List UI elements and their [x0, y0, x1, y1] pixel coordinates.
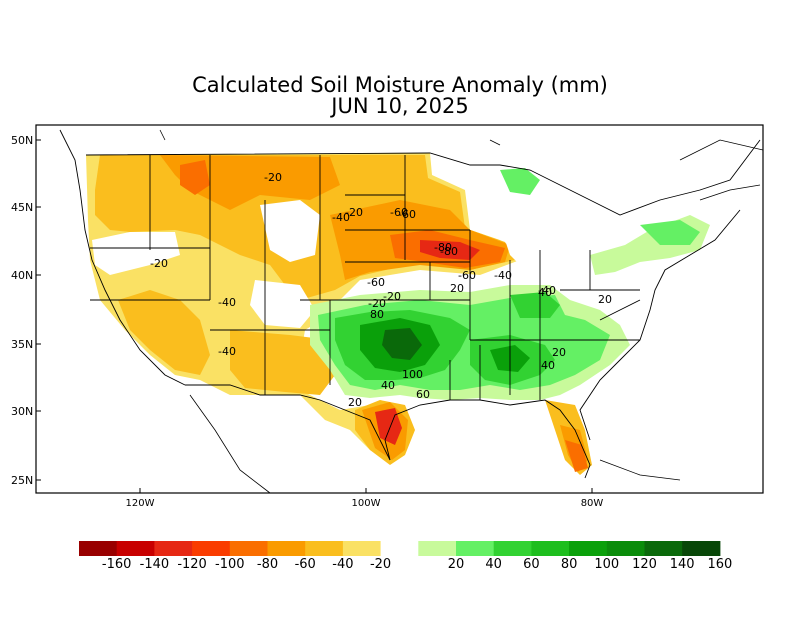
contour-label: 40 [538, 286, 552, 299]
map-frame [35, 124, 764, 494]
contour-label: -60 [367, 276, 385, 289]
legend-swatch [682, 541, 721, 556]
contour-label: -20 [368, 297, 386, 310]
border-canada [85, 139, 761, 216]
contour-label: -40 [218, 296, 236, 309]
contour-label: 80 [370, 308, 384, 321]
coastline-west [59, 129, 186, 386]
legend-tick-label: 160 [707, 557, 733, 572]
lat-label: 50N [11, 134, 34, 147]
legend-tick-label: -60 [294, 557, 316, 572]
legend-swatch [380, 541, 419, 556]
wet-core-ok-dark [382, 328, 422, 360]
legend-tick-label: -160 [101, 557, 132, 572]
legend-swatch [116, 541, 155, 556]
legend-swatch [456, 541, 495, 556]
contour-label: 20 [552, 346, 566, 359]
coast-gulf [384, 399, 591, 479]
lat-label: 35N [11, 338, 34, 351]
legend-tick-label: 140 [669, 557, 695, 572]
dry-core-tx [375, 408, 402, 445]
legend-tick-label: 80 [560, 557, 578, 572]
map-title: Calculated Soil Moisture Anomaly (mm) [192, 73, 608, 97]
contour-label: -40 [218, 345, 236, 358]
wet-field-ne-mid [640, 220, 700, 245]
dry-field-az [230, 330, 335, 395]
contour-label: 100 [402, 368, 423, 381]
lon-label: 80W [580, 498, 604, 509]
legend-swatch [569, 541, 608, 556]
dry-core-nw [180, 160, 210, 195]
contour-label: -40 [332, 211, 350, 224]
contour-label: -80 [434, 241, 452, 254]
contour-label: -80 [440, 245, 458, 258]
legend-tick-label: -140 [139, 557, 170, 572]
wet-field-green-oh [510, 292, 560, 318]
legend-tick-label: -20 [369, 557, 392, 572]
legend-swatch [493, 541, 532, 556]
contour-label: 20 [348, 396, 362, 409]
legend-tick-label: 40 [485, 557, 502, 572]
legend-swatch [305, 541, 344, 556]
contour-label: -60 [390, 206, 408, 219]
contour-label: -20 [345, 206, 363, 219]
border-mexico [185, 384, 391, 461]
contour-label: 20 [450, 282, 464, 295]
wet-field-mi [500, 168, 540, 195]
lat-label: 40N [11, 269, 34, 282]
boundaries [59, 129, 761, 479]
map-date: JUN 10, 2025 [331, 94, 469, 118]
contour-label: 60 [416, 388, 430, 401]
legend-swatch [418, 541, 457, 556]
legend-tick-label: 60 [523, 557, 540, 572]
legend-swatch [192, 541, 231, 556]
legend-tick-label: 20 [447, 557, 465, 572]
coast-east [579, 209, 741, 441]
neutral-co [260, 200, 320, 262]
legend-tick-label: -120 [177, 557, 207, 572]
legend-tick-label: -40 [332, 557, 354, 572]
contour-label: -20 [383, 290, 401, 303]
legend-tick-label: 100 [594, 557, 620, 572]
contour-label: 40 [381, 379, 395, 392]
legend-swatch [229, 541, 268, 556]
legend-swatch [531, 541, 570, 556]
legend-swatch [342, 541, 382, 556]
lat-label: 30N [11, 405, 34, 418]
lon-label: 120W [125, 498, 155, 509]
legend-swatch [267, 541, 306, 556]
legend-tick-label: 120 [632, 557, 657, 572]
contour-label: -60 [458, 269, 476, 282]
outer-coasts [159, 129, 764, 494]
lon-label: 100W [351, 498, 381, 509]
contour-label: -20 [150, 257, 168, 270]
legend-swatch [606, 541, 645, 556]
contour-label: -40 [538, 284, 556, 297]
legend-swatch [79, 541, 118, 556]
dry-field-sw [118, 290, 210, 375]
legend-swatch [154, 541, 193, 556]
contour-label: -20 [264, 171, 282, 184]
legend-color-bar [79, 541, 721, 556]
contour-labels: -20 -20 -20 -40 -60 -80 -60 -40 -20 -60 … [150, 171, 612, 409]
state-lines [90, 155, 641, 400]
lat-label: 45N [11, 201, 34, 214]
axis-ticks [36, 139, 593, 493]
lat-label: 25N [11, 474, 34, 487]
contour-label: -40 [494, 269, 512, 282]
contour-label: -60 [398, 208, 416, 221]
neutral-nm [250, 280, 315, 328]
legend-tick-label: -100 [215, 557, 245, 572]
dry-core-mw-red [420, 240, 480, 260]
contour-label: 20 [598, 293, 612, 306]
legend-swatch [644, 541, 683, 556]
contour-label: 40 [541, 359, 555, 372]
legend-tick-label: -80 [256, 557, 279, 572]
neutral-west [92, 232, 180, 275]
